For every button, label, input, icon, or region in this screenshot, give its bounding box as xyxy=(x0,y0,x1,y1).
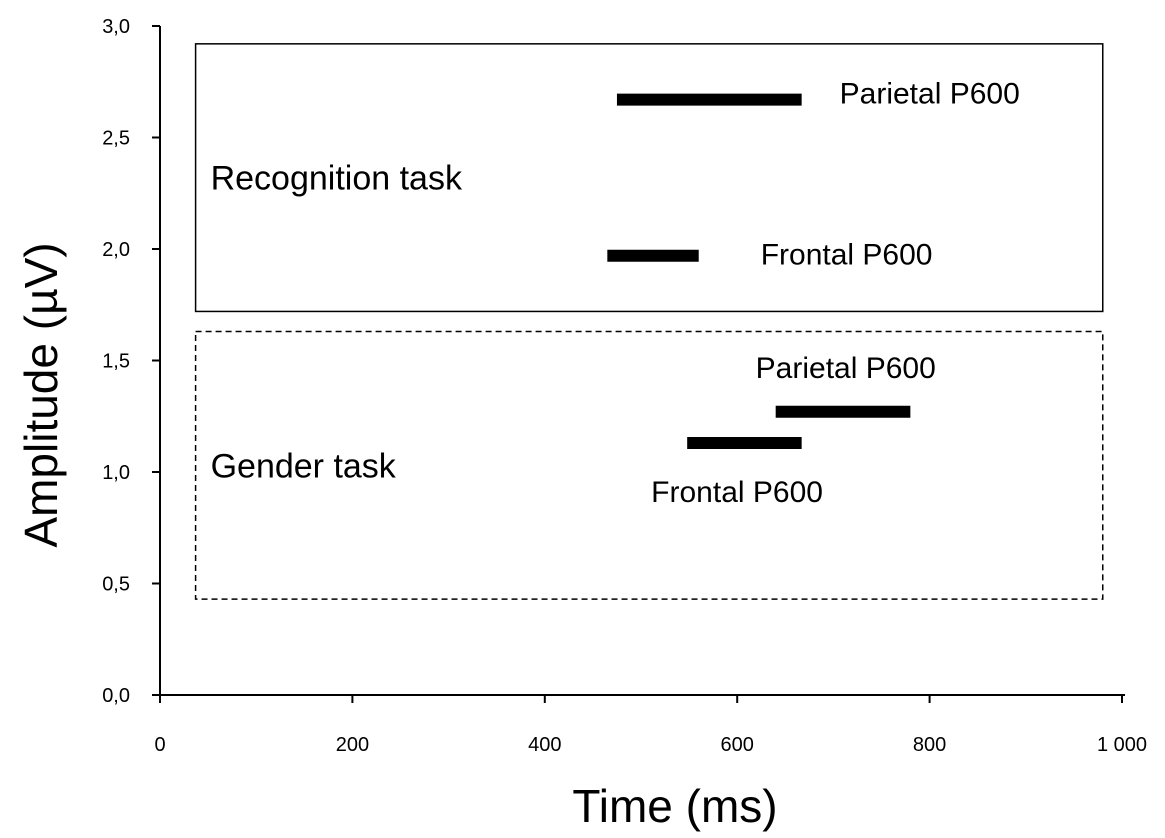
task-label: Gender task xyxy=(211,447,397,485)
gender-task-box xyxy=(194,330,1104,600)
x-tick-label: 200 xyxy=(336,734,369,756)
annotations: Recognition task Gender task Parietal P600… xyxy=(211,78,1020,509)
x-tick-label: 800 xyxy=(913,734,946,756)
y-tick-label: 0,0 xyxy=(102,685,130,707)
series-label: Parietal P600 xyxy=(756,352,936,385)
y-tick-label: 0,5 xyxy=(102,574,130,596)
y-axis-title: Amplitude (µV) xyxy=(15,242,67,547)
recognition-task-box xyxy=(194,43,1104,313)
y-tick-label: 3,0 xyxy=(102,16,130,38)
x-tick-label: 400 xyxy=(528,734,561,756)
series-label: Frontal P600 xyxy=(651,476,823,509)
task-label: Recognition task xyxy=(211,160,463,198)
x-tick-label: 600 xyxy=(721,734,754,756)
x-tick-label: 1 000 xyxy=(1097,734,1147,756)
y-tick-label: 1,5 xyxy=(102,351,130,373)
y-tick-label: 1,0 xyxy=(102,462,130,484)
x-tick-label: 0 xyxy=(154,734,165,756)
series-label: Frontal P600 xyxy=(761,239,933,272)
y-tick-label: 2,5 xyxy=(102,128,130,150)
ticks: 0 200 400 600 800 1 000 0,0 0,5 1,0 1,5 2,0 2,5 3,0 xyxy=(102,16,1147,756)
series-label: Parietal P600 xyxy=(840,78,1020,111)
x-axis-title: Time (ms) xyxy=(572,780,777,832)
range-bars xyxy=(607,93,911,450)
axes xyxy=(159,26,1125,696)
task-boxes xyxy=(194,43,1104,600)
y-tick-label: 2,0 xyxy=(102,239,130,261)
